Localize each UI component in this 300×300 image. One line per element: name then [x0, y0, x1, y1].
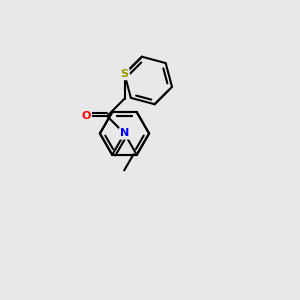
Text: N: N [120, 128, 129, 139]
Text: O: O [82, 111, 91, 121]
Text: S: S [121, 69, 128, 79]
